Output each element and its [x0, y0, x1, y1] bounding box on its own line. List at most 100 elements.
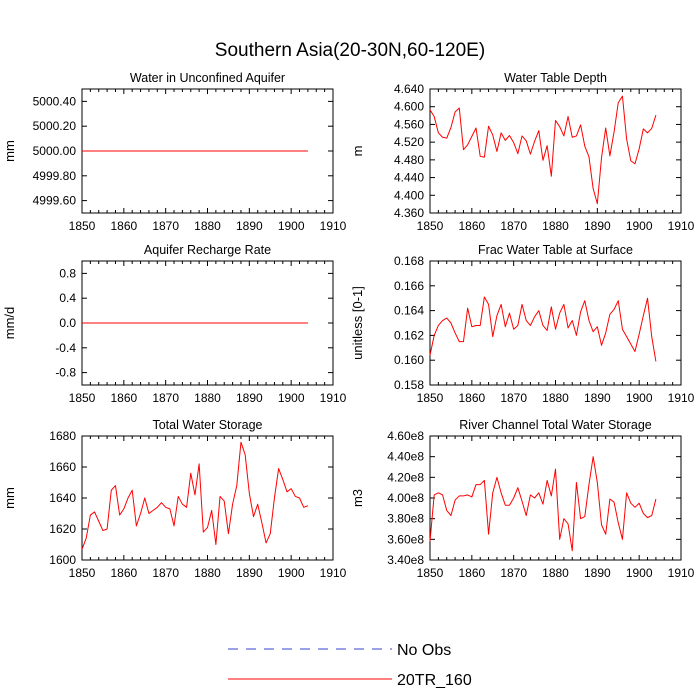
y-axis-label-aquifer-recharge-rate: mm/d [2, 307, 17, 340]
plot-frame-frac-water-table-at-surface [429, 260, 682, 386]
series-line-20tr-160 [429, 296, 657, 362]
x-tick-label: 1860 [458, 391, 485, 405]
x-tick-label: 1870 [152, 391, 179, 405]
figure-title: Southern Asia(20-30N,60-120E) [215, 40, 485, 61]
x-tick-label: 1860 [458, 219, 485, 233]
y-axis-label-total-water-storage: mm [2, 487, 17, 509]
y-tick-label: 4.60e8 [387, 429, 424, 443]
y-tick-label: 4.440 [394, 171, 424, 185]
x-tick-label: 1850 [417, 566, 444, 580]
x-tick-label: 1880 [194, 566, 221, 580]
y-tick-label: 4.560 [394, 117, 424, 131]
x-tick-label: 1850 [417, 219, 444, 233]
series-line-20tr-160 [429, 95, 657, 205]
panel-river-channel-total-water-storage: River Channel Total Water Storage 1850 186… [350, 418, 695, 580]
panel-title-water-in-unconfined-aquifer: Water in Unconfined Aquifer [130, 71, 285, 85]
x-tick-label: 1910 [668, 219, 695, 233]
plot-frame-water-table-depth [429, 88, 682, 214]
y-axis-label-water-table-depth: m [350, 146, 365, 157]
y-tick-label: 0.162 [394, 328, 424, 342]
panel-water-in-unconfined-aquifer: Water in Unconfined Aquifer 1850 1860 1870 1… [2, 71, 347, 233]
x-tick-label: 1910 [668, 391, 695, 405]
y-tick-label: -0.4 [55, 341, 76, 355]
x-tick-label: 1910 [320, 391, 347, 405]
legend: No Obs 20TR_160 [228, 642, 472, 689]
x-tick-label: 1910 [668, 566, 695, 580]
x-tick-label: 1880 [542, 219, 569, 233]
y-tick-label: 4.40e8 [387, 450, 424, 464]
y-tick-label: 4.00e8 [387, 491, 424, 505]
panel-aquifer-recharge-rate: Aquifer Recharge Rate 1850 1860 1870 1880 189… [2, 243, 347, 405]
y-tick-label: 4.20e8 [387, 470, 424, 484]
x-tick-label: 1890 [236, 219, 263, 233]
y-tick-label: 3.40e8 [387, 553, 424, 567]
y-tick-label: 4.400 [394, 188, 424, 202]
x-tick-label: 1910 [320, 566, 347, 580]
y-tick-label: 0.0 [59, 316, 76, 330]
x-tick-label: 1880 [542, 566, 569, 580]
y-tick-label: 1660 [49, 460, 76, 474]
panel-title-frac-water-table-at-surface: Frac Water Table at Surface [478, 243, 633, 257]
panel-title-aquifer-recharge-rate: Aquifer Recharge Rate [144, 243, 271, 257]
y-tick-label: 5000.00 [33, 144, 77, 158]
x-tick-label: 1870 [500, 566, 527, 580]
y-tick-label: 0.8 [59, 266, 76, 280]
y-tick-label: 4999.80 [33, 169, 77, 183]
x-tick-label: 1850 [69, 391, 96, 405]
x-tick-label: 1900 [626, 219, 653, 233]
y-tick-label: 0.160 [394, 353, 424, 367]
x-tick-label: 1890 [584, 391, 611, 405]
y-tick-label: 5000.20 [33, 119, 77, 133]
x-tick-label: 1860 [110, 219, 137, 233]
panel-title-total-water-storage: Total Water Storage [152, 418, 262, 432]
panel-frac-water-table-at-surface: Frac Water Table at Surface 1850 1860 1870 1… [350, 243, 695, 405]
y-tick-label: 4.520 [394, 135, 424, 149]
x-tick-label: 1900 [278, 219, 305, 233]
y-tick-label: 5000.40 [33, 94, 77, 108]
y-tick-label: 1620 [49, 522, 76, 536]
y-tick-label: 0.168 [394, 254, 424, 268]
x-tick-label: 1900 [278, 566, 305, 580]
x-tick-label: 1890 [584, 219, 611, 233]
y-tick-label: 0.4 [59, 291, 76, 305]
y-axis-label-river-channel-total-water-storage: m3 [350, 489, 365, 507]
x-tick-label: 1870 [500, 219, 527, 233]
x-tick-label: 1890 [584, 566, 611, 580]
x-tick-label: 1910 [320, 219, 347, 233]
x-tick-label: 1870 [152, 566, 179, 580]
y-tick-label: -0.8 [55, 366, 76, 380]
panel-total-water-storage: Total Water Storage 1850 1860 1870 1880 1890 1… [2, 418, 347, 580]
y-axis-label-water-in-unconfined-aquifer: mm [2, 140, 17, 162]
y-tick-label: 1640 [49, 491, 76, 505]
panel-water-table-depth: Water Table Depth 1850 1860 1870 1880 1890 190… [350, 71, 695, 233]
x-tick-label: 1880 [194, 391, 221, 405]
y-tick-label: 4.480 [394, 153, 424, 167]
x-tick-label: 1880 [542, 391, 569, 405]
legend-label-20tr-160: 20TR_160 [397, 672, 472, 689]
x-tick-label: 1890 [236, 391, 263, 405]
panel-title-river-channel-total-water-storage: River Channel Total Water Storage [459, 418, 652, 432]
panel-title-water-table-depth: Water Table Depth [504, 71, 607, 85]
y-tick-label: 0.158 [394, 378, 424, 392]
y-axis-label-frac-water-table-at-surface: unitless [0-1] [350, 286, 365, 360]
series-line-20tr-160 [429, 456, 657, 552]
x-tick-label: 1860 [110, 391, 137, 405]
y-tick-label: 0.166 [394, 279, 424, 293]
y-tick-label: 4.600 [394, 100, 424, 114]
x-tick-label: 1850 [69, 219, 96, 233]
plot-frame-total-water-storage [81, 435, 334, 561]
y-tick-label: 1600 [49, 553, 76, 567]
x-tick-label: 1900 [626, 391, 653, 405]
x-tick-label: 1850 [69, 566, 96, 580]
y-tick-label: 1680 [49, 429, 76, 443]
plot-frame-river-channel-total-water-storage [429, 435, 682, 561]
x-tick-label: 1880 [194, 219, 221, 233]
x-tick-label: 1860 [110, 566, 137, 580]
y-tick-label: 4.640 [394, 82, 424, 96]
x-tick-label: 1870 [500, 391, 527, 405]
series-line-20tr-160 [81, 441, 309, 550]
x-tick-label: 1870 [152, 219, 179, 233]
legend-label-no-obs: No Obs [397, 642, 451, 659]
